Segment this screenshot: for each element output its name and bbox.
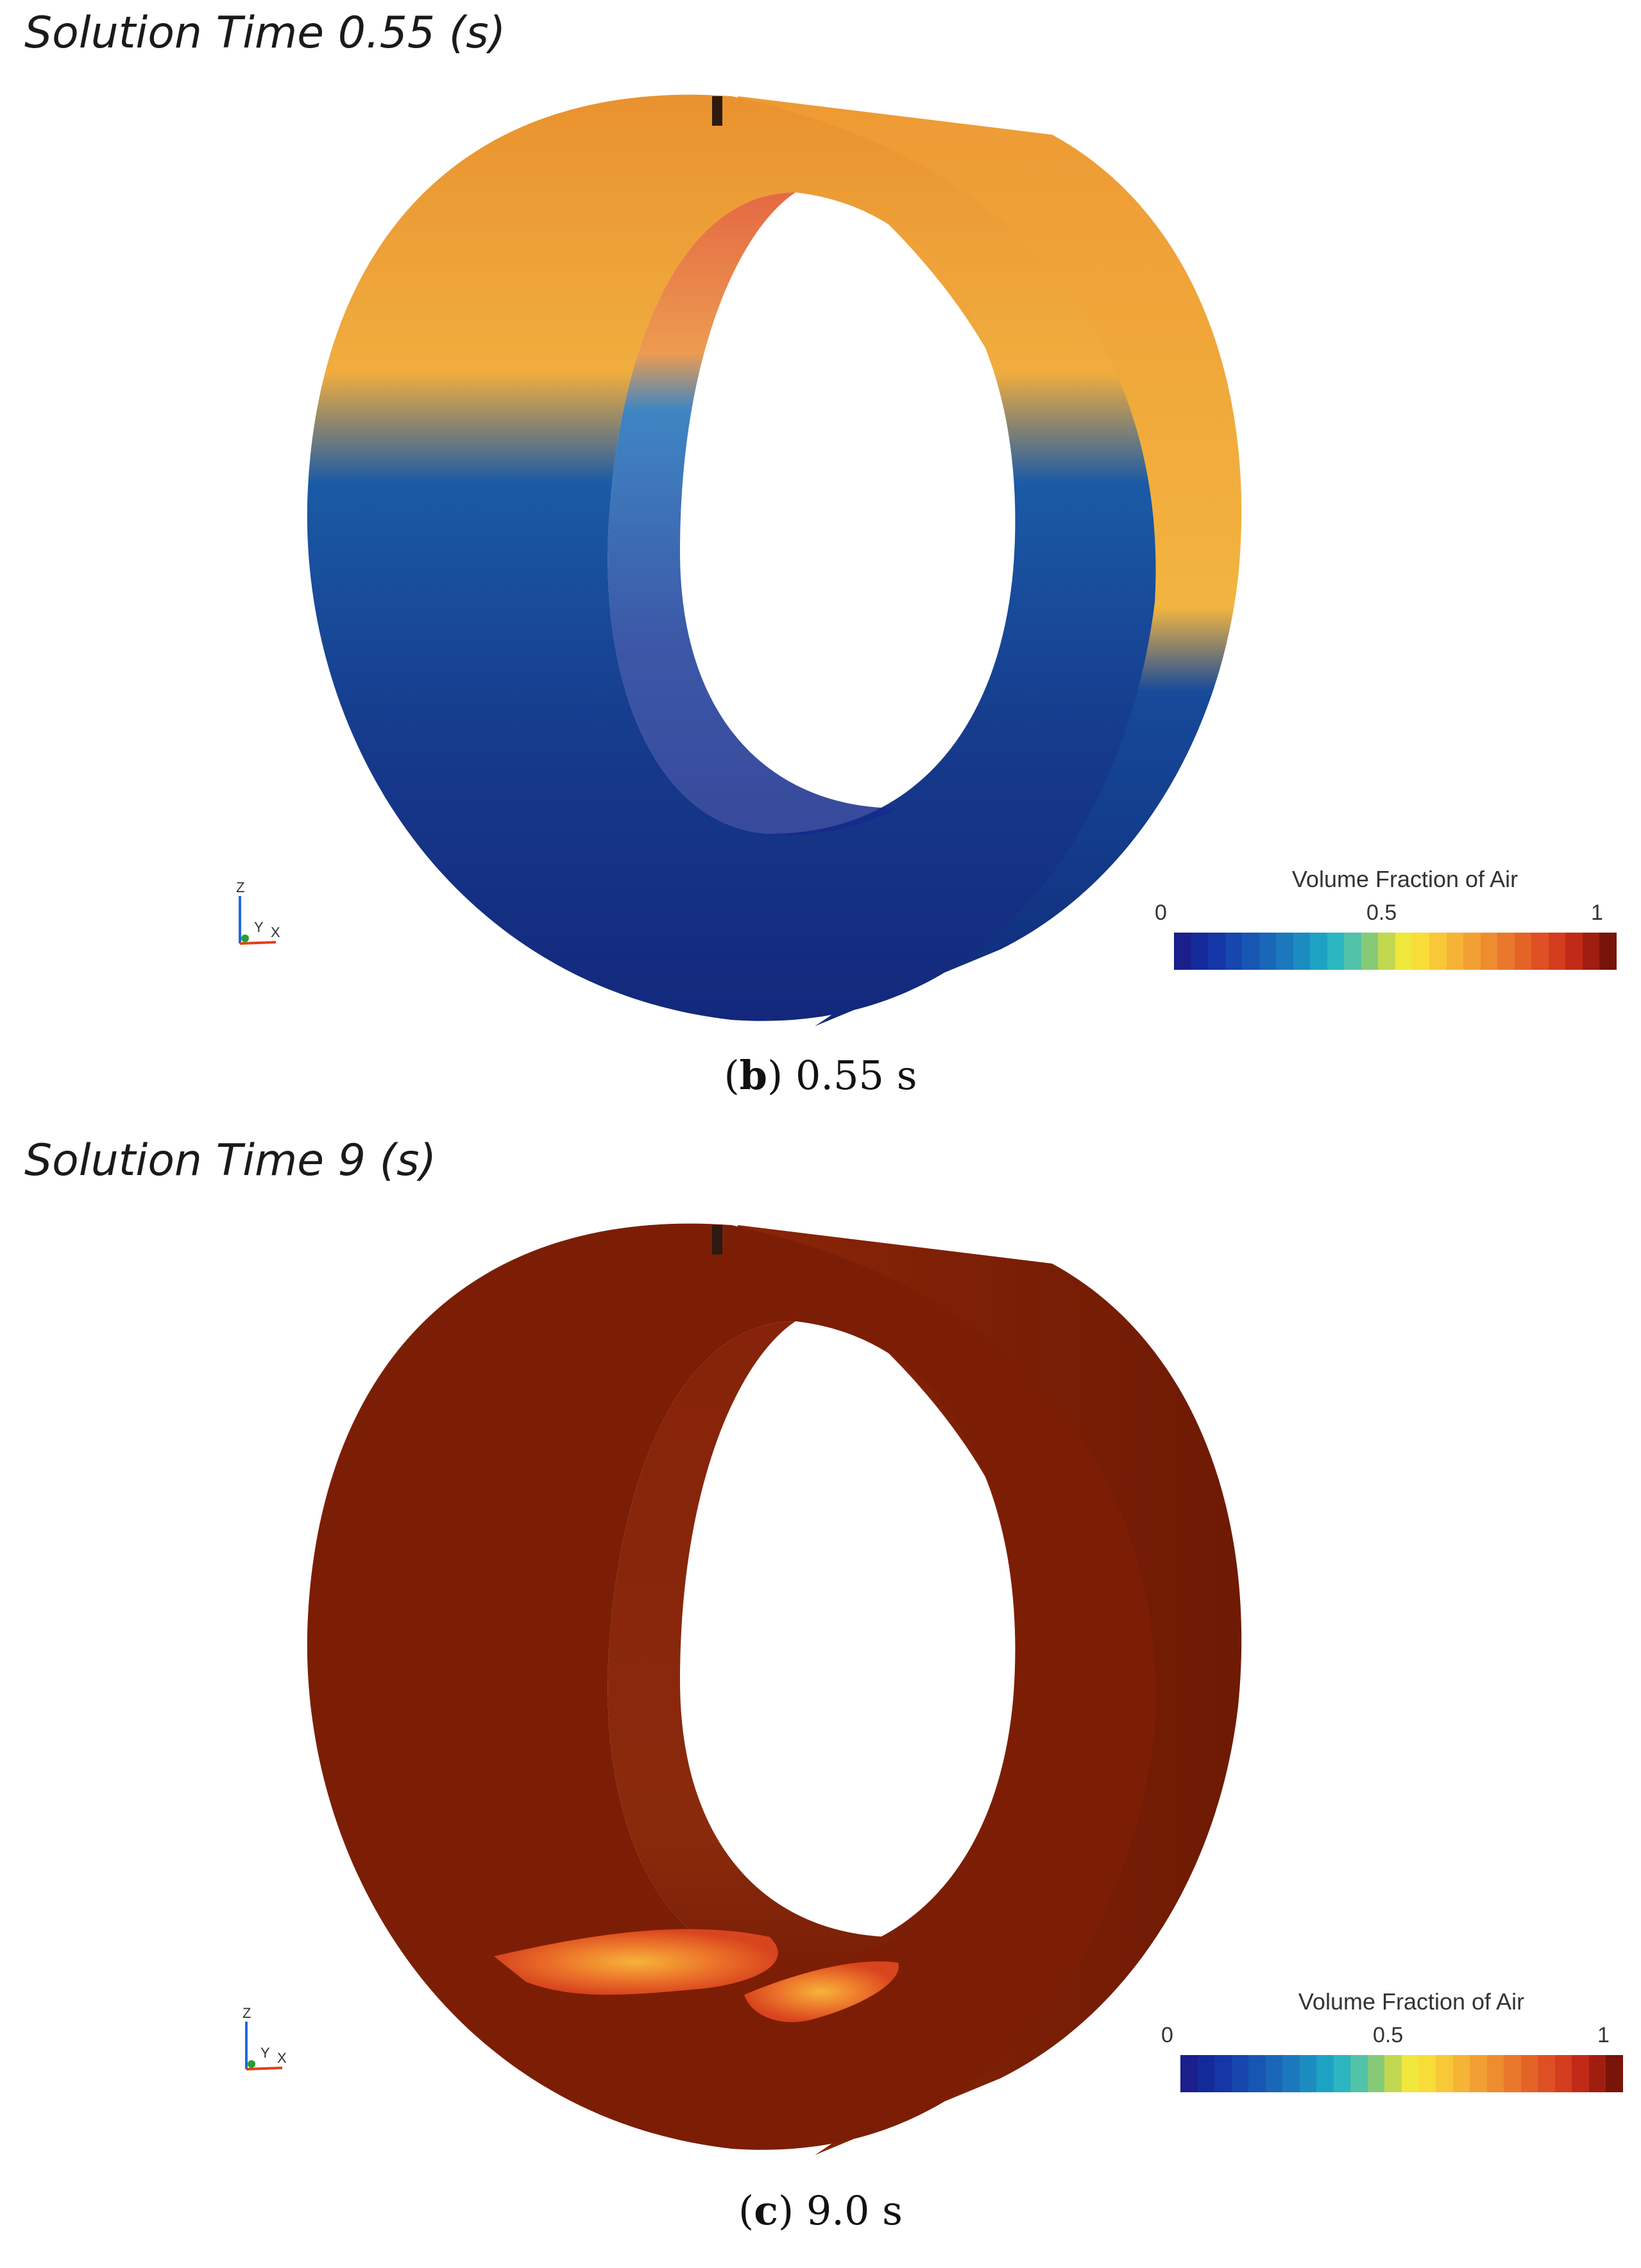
panel-c: Solution Time 9 (s) [0,1129,1641,2268]
colorbar-swatch [1259,933,1277,970]
colorbar-swatch [1316,2055,1334,2092]
colorbar-swatch [1208,933,1225,970]
caption-letter: b [739,1052,768,1099]
colorbar-legend: Volume Fraction of Air 0 0.5 1 [1155,866,1617,970]
ring-inner-face [608,192,898,835]
caption-text: 9.0 s [806,2187,903,2234]
legend-tick-mid: 0.5 [1373,2023,1404,2047]
bright-patch-right [744,1961,899,2022]
ring-top-slot [712,1225,722,1255]
caption: (b) 0.55 s [724,1052,917,1099]
colorbar-swatch [1242,933,1259,970]
ring-visualization [307,94,1242,1026]
legend-title: Volume Fraction of Air [1298,1988,1525,2015]
colorbar-swatch [1350,2055,1368,2092]
colorbar-swatch [1197,2055,1215,2092]
colorbar-swatch [1497,933,1515,970]
colorbar-swatch [1470,2055,1487,2092]
colorbar-swatch [1599,933,1617,970]
colorbar-swatch [1538,2055,1555,2092]
ring-back-band [738,96,1242,1026]
axis-y-label: Y [254,919,264,935]
axis-x-label: X [277,2050,287,2066]
axis-triad: Z Y X [231,879,308,952]
colorbar-swatch [1582,933,1600,970]
colorbar-swatch [1412,933,1429,970]
colorbar-swatch [1225,933,1243,970]
colorbar-swatch [1554,2055,1572,2092]
colorbar-swatch [1572,2055,1589,2092]
colorbar-swatch [1276,933,1293,970]
legend-tick-mid: 0.5 [1366,901,1397,925]
colorbar [1180,2055,1623,2092]
axis-z-label: Z [236,882,244,895]
legend-tick-max: 1 [1591,901,1603,925]
colorbar-swatch [1327,933,1345,970]
colorbar-swatch [1293,933,1311,970]
colorbar-swatch [1361,933,1379,970]
colorbar-swatch [1565,933,1583,970]
ring-visualization [307,1223,1242,2155]
colorbar-swatch [1548,933,1566,970]
axis-z-label: Z [242,2008,251,2021]
colorbar-swatch [1310,933,1327,970]
colorbar-swatch [1520,2055,1538,2092]
colorbar-swatch [1384,2055,1402,2092]
colorbar-swatch [1214,2055,1232,2092]
colorbar-swatch [1435,2055,1453,2092]
colorbar [1174,933,1617,970]
colorbar-swatch [1174,933,1191,970]
colorbar-swatch [1446,933,1464,970]
colorbar-swatch [1514,933,1532,970]
ring-back-band [738,1225,1242,2155]
panel-b: Solution Time 0.55 (s) [0,0,1641,1129]
ring-top-slot [712,96,722,126]
colorbar-swatch [1367,2055,1385,2092]
colorbar-swatch [1606,2055,1623,2092]
colorbar-swatch [1401,2055,1419,2092]
colorbar-swatch [1463,933,1481,970]
colorbar-swatch [1333,2055,1351,2092]
colorbar-swatch [1231,2055,1249,2092]
colorbar-swatch [1378,933,1395,970]
solution-time-title: Solution Time 0.55 (s) [24,8,506,58]
ring-inner-face [608,1321,898,1964]
caption-text: 0.55 s [795,1052,917,1099]
axis-triad: Z Y X [237,2005,314,2078]
colorbar-swatch [1504,2055,1521,2092]
bright-patch-left [494,1929,778,1995]
colorbar-swatch [1429,933,1447,970]
ring-outer-shell [307,1223,1156,2150]
legend-tick-max: 1 [1597,2023,1610,2047]
axis-x-label: X [271,924,280,940]
colorbar-swatch [1452,2055,1470,2092]
colorbar-swatch [1395,933,1413,970]
colorbar-legend: Volume Fraction of Air 0 0.5 1 [1161,1988,1623,2092]
colorbar-swatch [1480,933,1498,970]
axis-y-label: Y [260,2045,270,2061]
colorbar-swatch [1418,2055,1436,2092]
legend-tick-min: 0 [1155,901,1167,925]
colorbar-swatch [1588,2055,1606,2092]
solution-time-title: Solution Time 9 (s) [24,1135,437,1186]
colorbar-swatch [1344,933,1361,970]
colorbar-swatch [1191,933,1209,970]
caption-letter: c [754,2187,778,2234]
ring-outer-shell [307,94,1156,1021]
legend-tick-min: 0 [1161,2023,1173,2047]
colorbar-swatch [1248,2055,1266,2092]
colorbar-swatch [1282,2055,1300,2092]
legend-title: Volume Fraction of Air [1291,866,1518,892]
colorbar-swatch [1531,933,1549,970]
colorbar-swatch [1299,2055,1317,2092]
colorbar-swatch [1265,2055,1283,2092]
colorbar-swatch [1180,2055,1198,2092]
caption: (c) 9.0 s [738,2187,903,2234]
colorbar-swatch [1486,2055,1504,2092]
